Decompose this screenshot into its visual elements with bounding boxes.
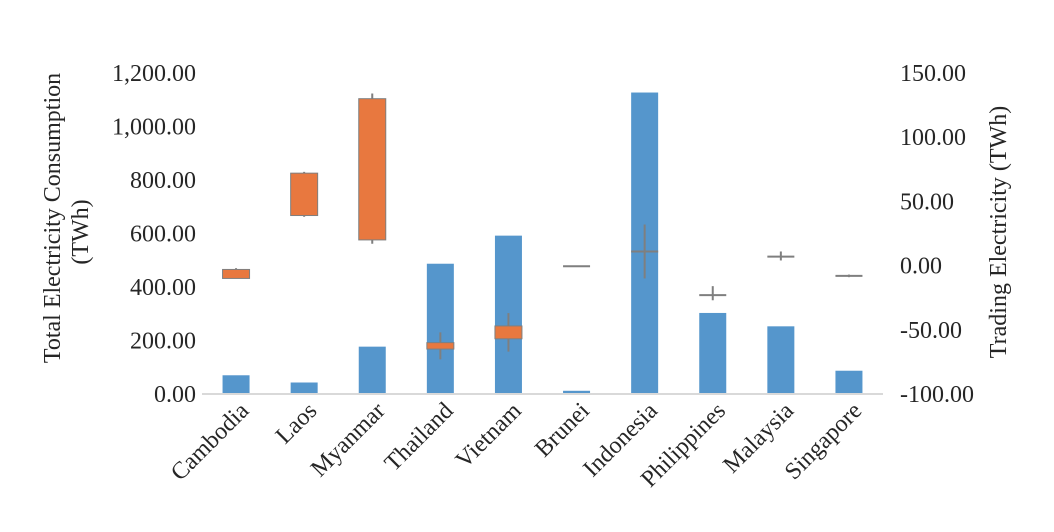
box-cambodia bbox=[222, 268, 251, 279]
bar-philippines bbox=[699, 312, 727, 394]
category-label-vietnam: Vietnam bbox=[451, 398, 527, 474]
left-axis-title-line2: (TWh) bbox=[68, 199, 94, 264]
bar-singapore bbox=[835, 370, 863, 394]
left-tick-label: 600.00 bbox=[130, 222, 196, 248]
box-singapore bbox=[835, 274, 863, 278]
box-body-cambodia bbox=[222, 268, 251, 279]
bar-myanmar bbox=[358, 346, 386, 394]
category-label-cambodia: Cambodia bbox=[166, 398, 254, 486]
box-thailand bbox=[426, 332, 455, 360]
bar-brunei bbox=[563, 390, 591, 394]
category-label-thailand: Thailand bbox=[380, 398, 459, 477]
box-body-thailand bbox=[426, 342, 455, 350]
category-label-brunei: Brunei bbox=[530, 398, 595, 463]
bar-thailand bbox=[426, 263, 454, 394]
left-tick-label: 0.00 bbox=[154, 382, 196, 408]
box-body-myanmar bbox=[358, 98, 387, 241]
box-philippines bbox=[699, 286, 727, 301]
bars-layer bbox=[222, 92, 863, 394]
right-tick-label: 0.00 bbox=[900, 254, 942, 280]
box-myanmar bbox=[358, 93, 387, 244]
box-body-laos bbox=[290, 172, 319, 217]
left-tick-label: 1,200.00 bbox=[112, 61, 196, 87]
left-tick-label: 200.00 bbox=[130, 329, 196, 355]
bar-laos bbox=[290, 382, 318, 394]
left-axis-title-line1: Total Electricity Consumption bbox=[40, 73, 66, 363]
right-tick-label: -50.00 bbox=[900, 318, 962, 344]
box-indonesia bbox=[631, 224, 659, 279]
box-laos bbox=[290, 171, 319, 217]
category-label-laos: Laos bbox=[271, 398, 322, 449]
right-tick-label: 150.00 bbox=[900, 61, 966, 87]
bar-malaysia bbox=[767, 326, 795, 394]
right-axis-ticks: -100.00 -50.00 0.00 50.00 100.00 150.00 bbox=[900, 61, 974, 408]
left-tick-label: 400.00 bbox=[130, 275, 196, 301]
right-axis-title: Trading Electricity (TWh) bbox=[986, 106, 1012, 358]
box-malaysia bbox=[767, 251, 795, 261]
boxes-layer bbox=[222, 93, 863, 360]
right-tick-label: 50.00 bbox=[900, 189, 954, 215]
left-axis-ticks: 0.00 200.00 400.00 600.00 800.00 1,000.00 1,20… bbox=[112, 61, 196, 408]
left-tick-label: 800.00 bbox=[130, 168, 196, 194]
bar-cambodia bbox=[222, 375, 250, 394]
right-tick-label: 100.00 bbox=[900, 125, 966, 151]
category-label-myanmar: Myanmar bbox=[306, 398, 390, 482]
box-body-vietnam bbox=[494, 325, 523, 340]
box-vietnam bbox=[494, 313, 523, 352]
left-tick-label: 1,000.00 bbox=[112, 115, 196, 141]
right-tick-label: -100.00 bbox=[900, 382, 974, 408]
